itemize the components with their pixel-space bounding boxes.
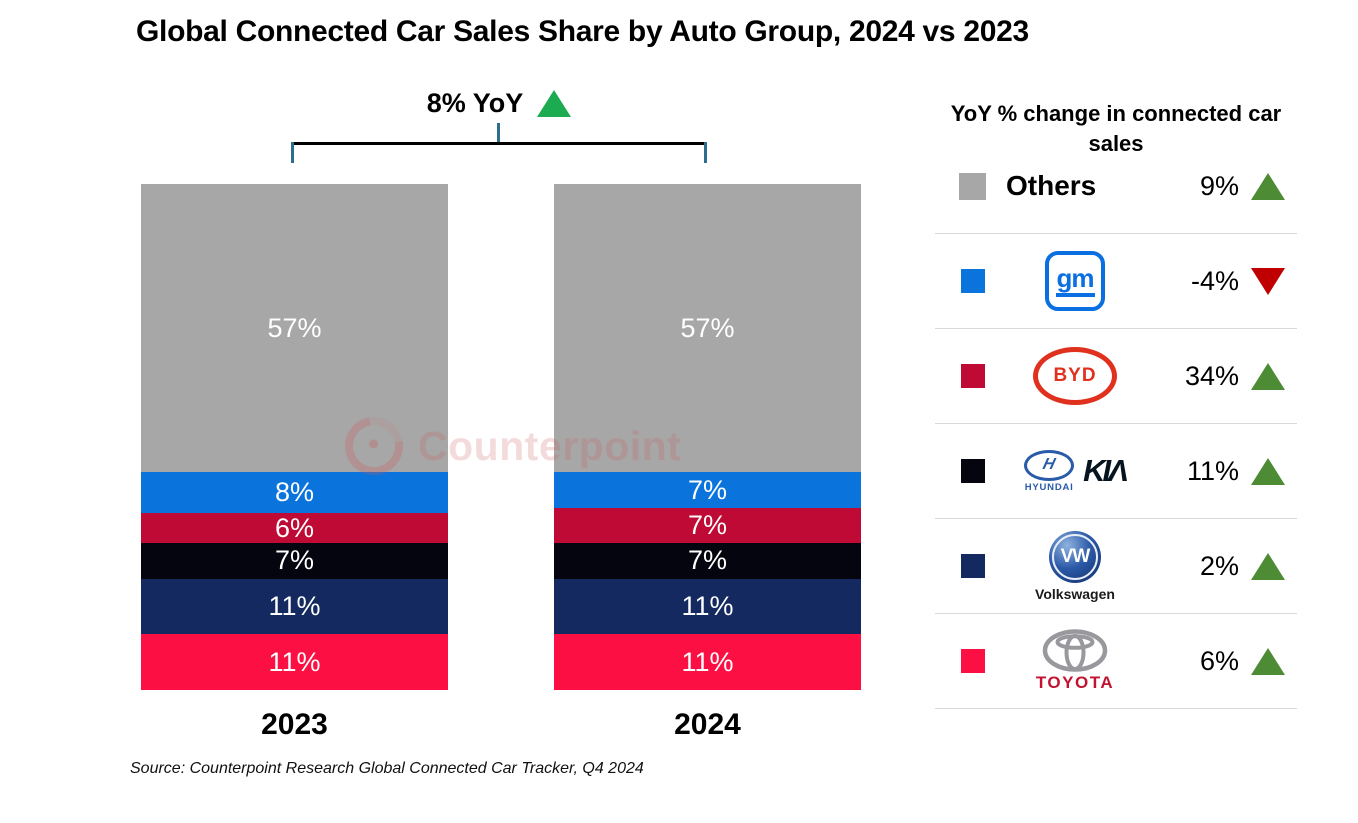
bracket-center-tick — [497, 123, 500, 142]
hyundai-h-mark: H — [1041, 456, 1058, 473]
vw-mark-text: VW — [1060, 545, 1091, 567]
bar-segment-label: 11% — [681, 646, 734, 677]
x-axis-label-2024: 2024 — [674, 708, 741, 741]
bar-segment-gm-2024: 7% — [554, 472, 861, 508]
legend-row-gm: gm -4% — [935, 234, 1297, 329]
bar-segment-volkswagen-2024: 11% — [554, 578, 861, 635]
legend-row-others: Others 9% — [935, 139, 1297, 234]
bar-segment-hyundai-kia-2024: 7% — [554, 543, 861, 579]
bar-segment-label: 7% — [687, 474, 728, 505]
gm-down-triangle-icon — [1251, 267, 1285, 295]
byd-yoy-value: 34% — [1184, 360, 1239, 391]
gm-swatch — [961, 269, 985, 293]
gm-logo-text: gm — [1055, 265, 1095, 297]
bar-segment-label: 57% — [267, 312, 322, 343]
bracket-left-tick — [291, 142, 294, 163]
others-label: Others — [1006, 170, 1097, 201]
toyota-logo-text: TOYOTA — [1035, 673, 1115, 692]
others-yoy-value: 9% — [1199, 170, 1239, 201]
hyundai-emblem-icon: H — [1024, 449, 1075, 481]
bar-segment-label: 6% — [274, 512, 315, 543]
hyundai-logo-text: HYUNDAI — [1024, 481, 1074, 493]
toyota-swatch — [961, 649, 985, 673]
byd-up-triangle-icon — [1251, 362, 1285, 390]
toyota-yoy-value: 6% — [1199, 645, 1239, 676]
bar-segment-byd-2024: 7% — [554, 507, 861, 544]
total-yoy-annotation: 8% YoY — [291, 88, 707, 119]
others-up-triangle-icon — [1251, 172, 1285, 200]
toyota-logo: TOYOTA — [1036, 629, 1114, 693]
total-yoy-label: 8% YoY — [426, 88, 524, 118]
stacked-bar-2024: 57% 7% 7% 7% 11% 11% — [554, 184, 861, 690]
legend-row-hyundai-kia: H HYUNDAI KIΛ 11% — [935, 424, 1297, 519]
vw-roundel-icon: VW — [1048, 530, 1101, 583]
bar-segment-others-2024: 57% — [554, 184, 861, 473]
bar-segment-label: 11% — [268, 590, 321, 621]
gm-yoy-value: -4% — [1190, 265, 1239, 296]
others-swatch — [959, 172, 986, 200]
volkswagen-logo-text: Volkswagen — [1035, 585, 1115, 602]
bar-segment-label: 7% — [274, 545, 315, 576]
up-triangle-icon — [537, 90, 572, 117]
gm-logo: gm — [1045, 251, 1105, 311]
others-logo-zone: Others — [990, 170, 1162, 202]
stacked-bar-2023: 57% 8% 6% 7% 11% 11% — [141, 184, 448, 690]
bar-segment-label: 11% — [681, 590, 734, 621]
legend-row-byd: BYD 34% — [935, 329, 1297, 424]
toyota-emblem-icon — [1042, 629, 1108, 672]
comparison-bracket — [291, 142, 707, 145]
chart-title: Global Connected Car Sales Share by Auto… — [136, 15, 1029, 48]
bar-segment-hyundai-kia-2023: 7% — [141, 543, 448, 579]
bar-segment-others-2023: 57% — [141, 184, 448, 473]
bar-segment-toyota-2024: 11% — [554, 634, 861, 690]
bar-segment-gm-2023: 8% — [141, 472, 448, 513]
volkswagen-swatch — [961, 554, 985, 578]
legend-header: YoY % change in connected car sales — [950, 101, 1282, 156]
bar-segment-label: 7% — [687, 545, 728, 576]
volkswagen-up-triangle-icon — [1251, 552, 1285, 580]
legend: Others 9% gm -4% BYD 34% — [935, 139, 1297, 709]
byd-swatch — [961, 364, 985, 388]
volkswagen-yoy-value: 2% — [1199, 550, 1239, 581]
legend-row-volkswagen: VW Volkswagen 2% — [935, 519, 1297, 614]
hyundai-kia-yoy-value: 11% — [1186, 455, 1239, 486]
hyundai-kia-swatch — [961, 459, 985, 483]
toyota-up-triangle-icon — [1251, 647, 1285, 675]
bar-segment-label: 8% — [274, 477, 315, 508]
bar-segment-label: 11% — [268, 646, 321, 677]
bar-segment-volkswagen-2023: 11% — [141, 578, 448, 635]
volkswagen-logo: VW Volkswagen — [1035, 530, 1115, 602]
vw-ring: VW — [1051, 533, 1098, 580]
bar-segment-byd-2023: 6% — [141, 512, 448, 544]
bar-segment-toyota-2023: 11% — [141, 634, 448, 690]
byd-logo: BYD — [1033, 347, 1117, 405]
source-note: Source: Counterpoint Research Global Con… — [130, 760, 644, 777]
hyundai-logo: H HYUNDAI — [1024, 449, 1075, 493]
bar-segment-label: 57% — [680, 312, 735, 343]
byd-logo-text: BYD — [1053, 365, 1097, 386]
kia-logo: KIΛ — [1083, 453, 1129, 488]
x-axis-label-2023: 2023 — [261, 708, 328, 741]
legend-row-toyota: TOYOTA 6% — [935, 614, 1297, 709]
hyundai-kia-up-triangle-icon — [1251, 457, 1285, 485]
bracket-right-tick — [704, 142, 707, 163]
bar-segment-label: 7% — [687, 510, 728, 541]
